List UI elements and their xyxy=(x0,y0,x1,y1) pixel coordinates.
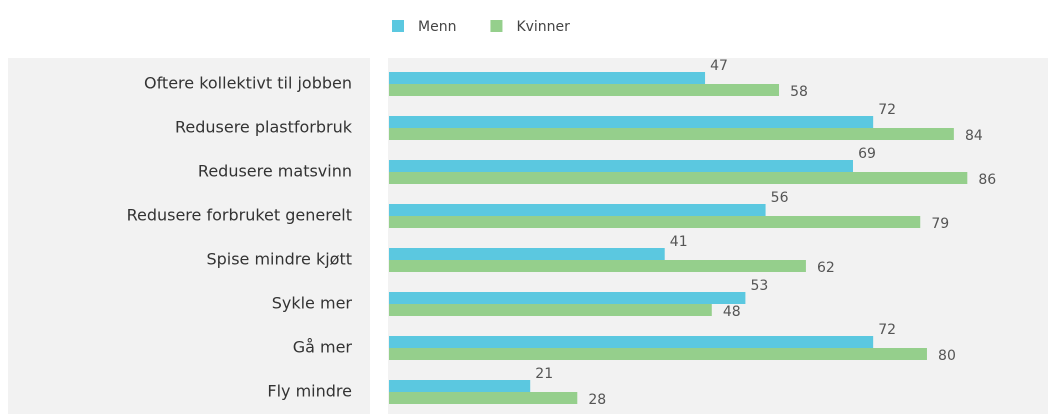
category-label: Redusere forbruket generelt xyxy=(127,206,352,225)
legend-label: Menn xyxy=(418,19,456,35)
value-label: 69 xyxy=(858,146,876,162)
value-label: 58 xyxy=(790,84,808,100)
bar xyxy=(389,216,921,228)
bar xyxy=(389,204,766,216)
value-label: 21 xyxy=(535,366,553,382)
category-label: Fly mindre xyxy=(267,382,352,401)
value-label: 84 xyxy=(965,128,983,144)
bar xyxy=(389,392,578,404)
value-label: 47 xyxy=(710,58,728,74)
bar xyxy=(389,260,806,272)
value-label: 80 xyxy=(938,348,956,364)
category-label: Redusere matsvinn xyxy=(198,162,352,181)
category-label: Spise mindre kjøtt xyxy=(206,250,352,269)
bar xyxy=(389,128,954,140)
bar xyxy=(389,380,531,392)
category-label: Redusere plastforbruk xyxy=(175,118,353,137)
value-label: 86 xyxy=(978,172,996,188)
category-label: Gå mer xyxy=(293,338,353,357)
value-label: 41 xyxy=(670,234,688,250)
bar xyxy=(389,84,780,96)
bar xyxy=(389,172,968,184)
bar xyxy=(389,248,665,260)
legend-swatch xyxy=(490,20,503,32)
label-panel xyxy=(8,58,370,414)
value-label: 28 xyxy=(588,392,606,408)
category-label: Sykle mer xyxy=(272,294,353,313)
bar xyxy=(389,336,874,348)
bar xyxy=(389,292,746,304)
bar xyxy=(389,72,706,84)
value-label: 53 xyxy=(750,278,768,294)
value-label: 48 xyxy=(723,304,741,320)
bar xyxy=(389,304,712,316)
value-label: 62 xyxy=(817,260,835,276)
value-label: 79 xyxy=(931,216,949,232)
value-label: 72 xyxy=(878,322,896,338)
bar xyxy=(389,116,874,128)
bar xyxy=(389,160,853,172)
legend-label: Kvinner xyxy=(516,19,570,35)
category-label: Oftere kollektivt til jobben xyxy=(144,74,352,93)
bar xyxy=(389,348,927,360)
value-label: 56 xyxy=(771,190,789,206)
value-label: 72 xyxy=(878,102,896,118)
legend-swatch xyxy=(392,20,404,32)
